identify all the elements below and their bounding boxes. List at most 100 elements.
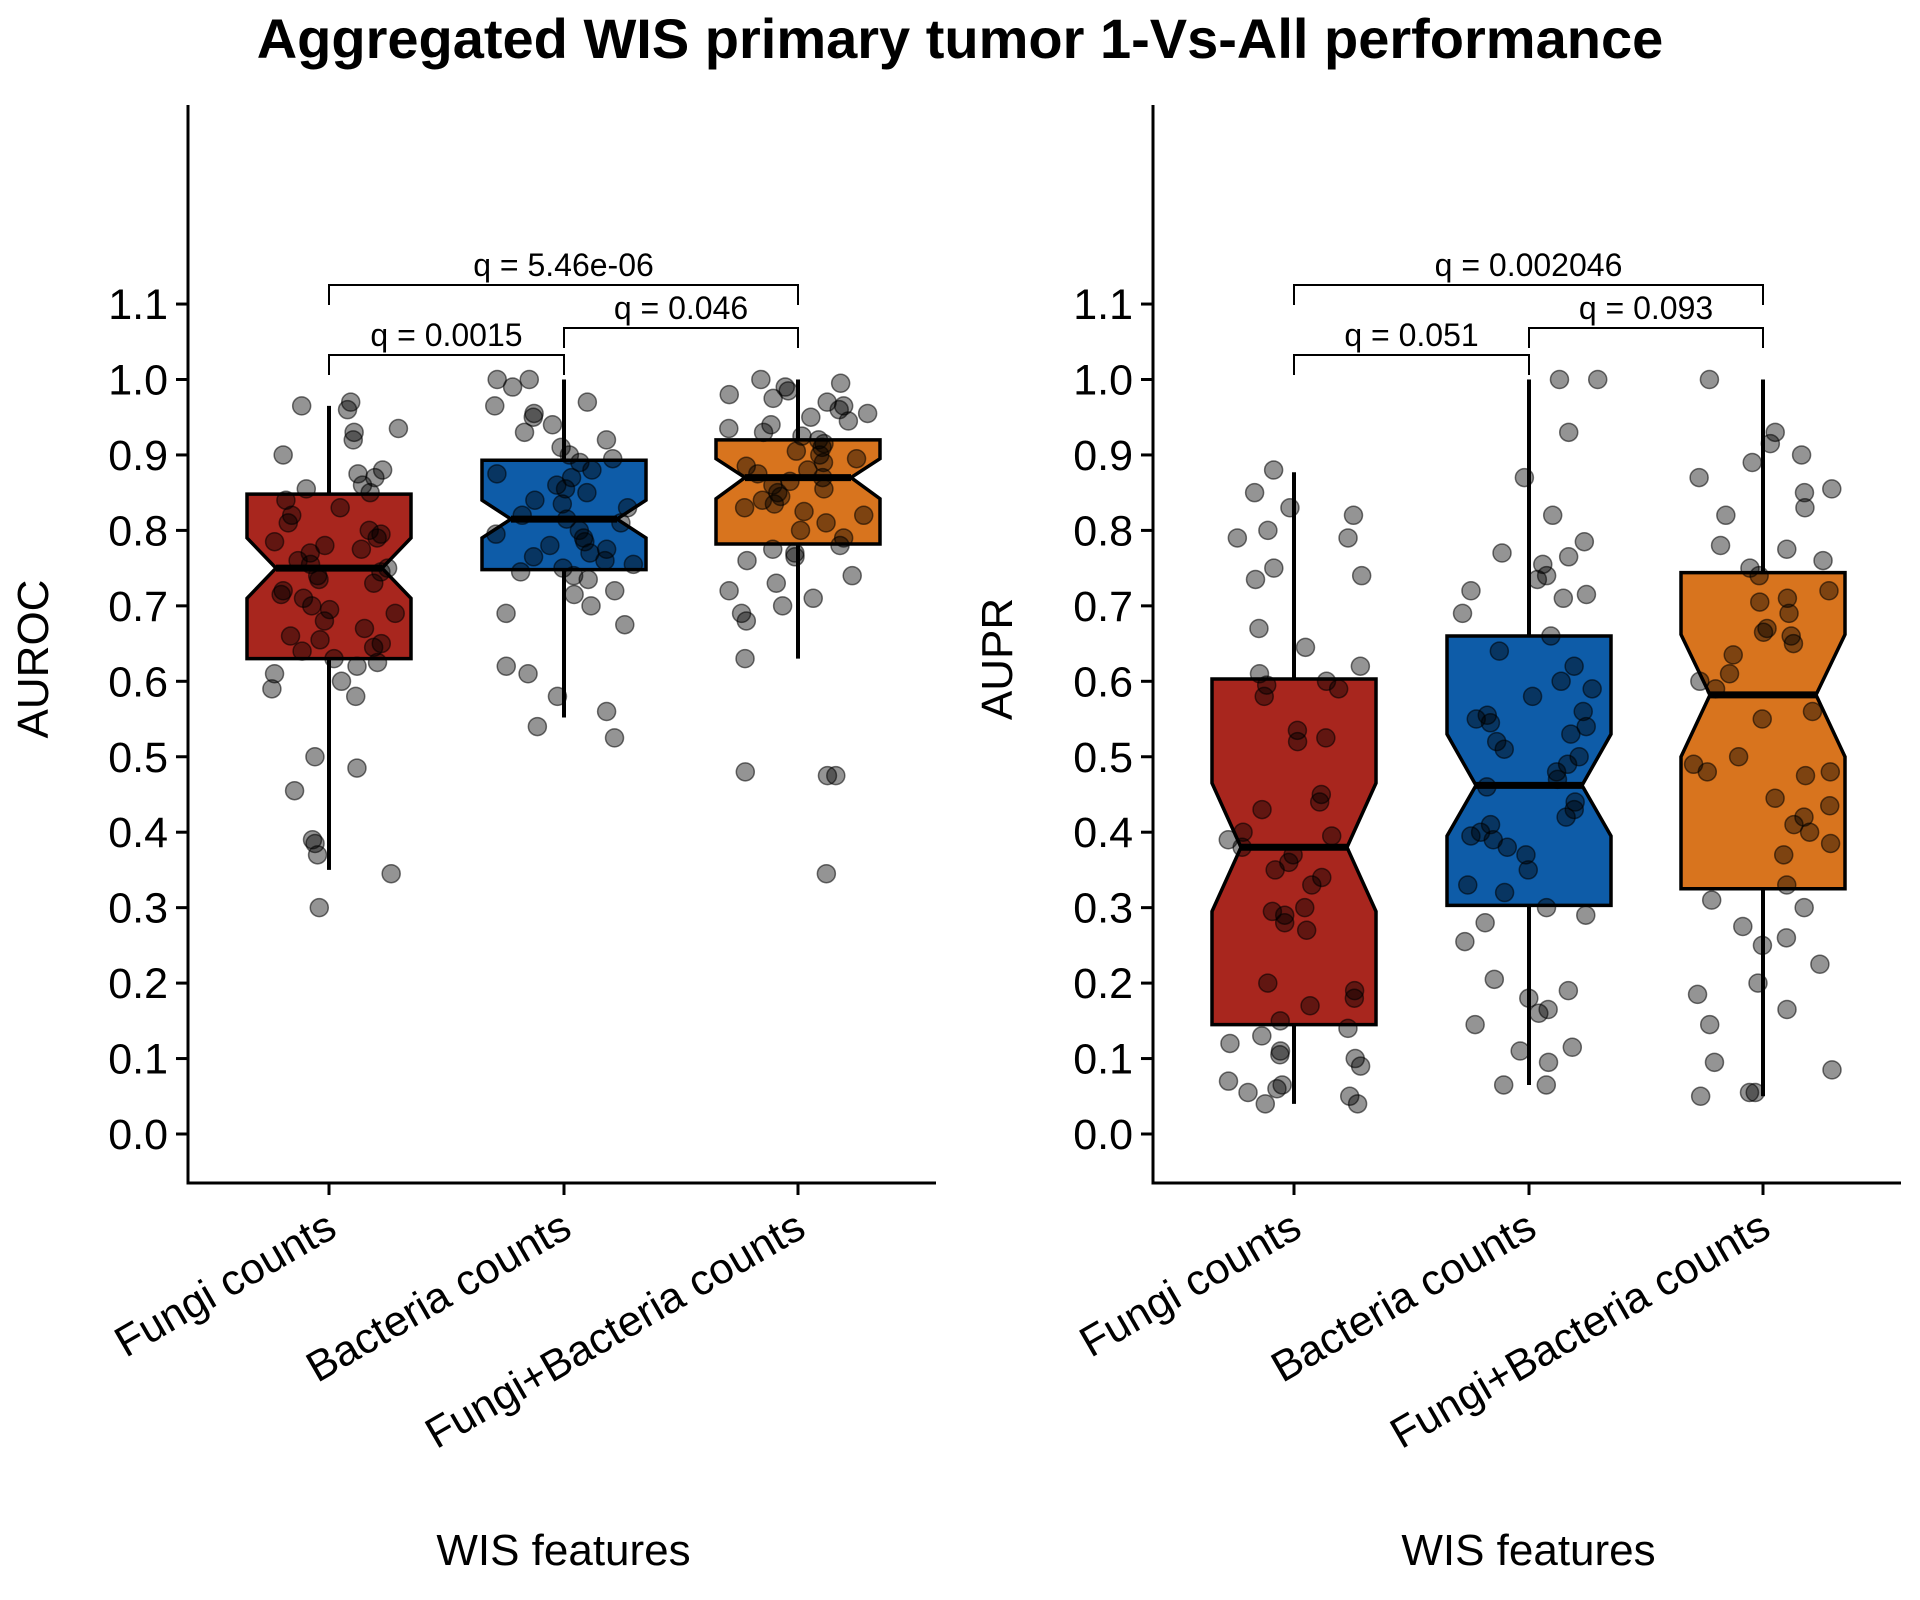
data-point: [751, 369, 771, 390]
data-point: [578, 569, 598, 590]
data-point: [352, 475, 373, 495]
data-point: [1514, 467, 1535, 488]
data-point: [556, 509, 577, 529]
data-point: [1728, 747, 1749, 767]
data-point: [347, 758, 367, 778]
data-point: [523, 407, 544, 427]
data-point: [271, 584, 291, 605]
data-point: [262, 679, 282, 699]
data-point: [1274, 905, 1295, 925]
data-point: [1350, 656, 1371, 676]
data-point: [857, 403, 878, 424]
data-point: [1344, 988, 1365, 1008]
data-point: [575, 531, 595, 552]
data-point: [354, 618, 375, 639]
data-point: [555, 479, 576, 499]
data-point: [1274, 912, 1295, 933]
data-point: [284, 780, 305, 801]
data-point: [512, 505, 532, 526]
data-point: [547, 686, 568, 707]
significance-bracket: [328, 354, 565, 375]
data-point: [813, 452, 834, 473]
data-point: [278, 513, 299, 533]
data-point: [1489, 641, 1510, 661]
data-point: [552, 494, 573, 514]
data-point: [542, 415, 563, 435]
data-point: [309, 569, 329, 590]
box-3: [714, 438, 882, 546]
data-point: [305, 747, 325, 767]
y-tick-label: 0.8: [1073, 507, 1133, 555]
data-point: [1321, 826, 1342, 846]
data-point: [553, 558, 573, 578]
data-point: [1784, 814, 1804, 835]
significance-label: q = 0.093: [1579, 290, 1713, 326]
data-point: [1227, 528, 1248, 548]
y-tick-label: 0.4: [1073, 809, 1133, 857]
data-point: [496, 656, 516, 676]
data-point: [1270, 1045, 1290, 1065]
data-point: [1232, 837, 1252, 858]
data-point: [1710, 535, 1731, 556]
data-point: [786, 441, 807, 461]
data-point: [764, 494, 785, 514]
data-point: [1497, 837, 1518, 858]
data-point: [1343, 505, 1364, 526]
data-point: [300, 554, 321, 575]
data-point: [1553, 588, 1574, 609]
y-tick-label: 0.3: [108, 885, 168, 933]
data-point: [604, 581, 625, 601]
significance-bracket: [563, 327, 799, 348]
data-point: [1716, 505, 1736, 526]
y-tick-label: 1.0: [1073, 357, 1133, 405]
data-point: [1527, 569, 1548, 590]
data-point: [1791, 445, 1812, 465]
data-point: [1249, 664, 1270, 684]
data-point: [1587, 369, 1608, 390]
data-point: [1510, 1041, 1530, 1061]
data-point: [812, 437, 832, 458]
data-point: [1765, 788, 1785, 808]
data-point: [305, 833, 325, 854]
data-point: [1739, 1082, 1760, 1103]
data-point: [1749, 565, 1769, 586]
data-point: [1302, 875, 1322, 895]
data-point: [1492, 543, 1512, 563]
data-point: [1689, 467, 1709, 488]
y-tick-label: 0.6: [1073, 658, 1133, 706]
data-point: [292, 641, 312, 661]
y-tick-label: 0.0: [1073, 1111, 1133, 1159]
data-point: [1777, 588, 1798, 609]
data-point: [273, 445, 293, 465]
data-point: [719, 418, 739, 439]
y-tick-label: 0.7: [1073, 583, 1133, 631]
y-tick-label: 0.1: [1073, 1036, 1133, 1084]
data-point: [1518, 860, 1538, 880]
significance-label: q = 0.046: [614, 290, 748, 326]
data-point: [1783, 633, 1804, 654]
data-point: [785, 547, 805, 567]
data-point: [842, 565, 862, 586]
data-point: [1465, 1014, 1485, 1035]
data-point: [1455, 931, 1475, 952]
data-point: [602, 448, 623, 469]
data-point: [719, 581, 739, 601]
data-point: [1582, 679, 1602, 699]
data-point: [1461, 581, 1481, 601]
data-point: [766, 573, 787, 593]
data-point: [1338, 1018, 1358, 1039]
data-point: [1312, 867, 1332, 888]
data-point: [1794, 482, 1815, 503]
auroc-panel: 0.0 0.1 0.2 0.3 0.4 0.5 0.6 0.7 0.8 0.9 1.0 1.1 AURO…: [9, 105, 936, 1575]
data-point: [803, 588, 823, 609]
data-point: [1558, 547, 1579, 567]
data-point: [1458, 875, 1478, 895]
data-point: [763, 388, 783, 409]
data-point: [351, 539, 372, 560]
data-point: [838, 411, 859, 431]
data-point: [1262, 901, 1283, 922]
data-point: [487, 464, 507, 484]
data-point: [1477, 777, 1497, 797]
data-point: [1795, 765, 1816, 786]
